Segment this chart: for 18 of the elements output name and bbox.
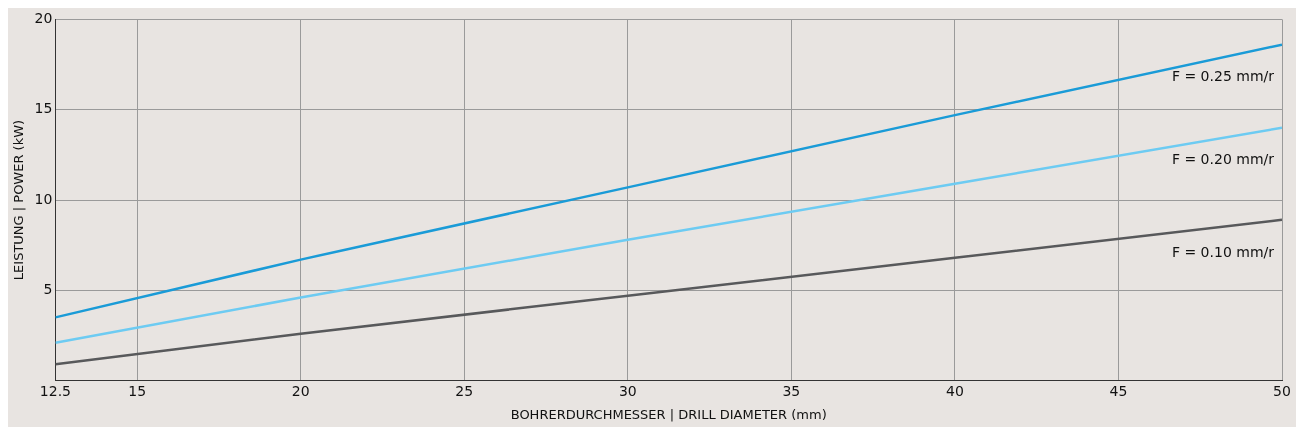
x-tick-label: 15 <box>128 382 147 399</box>
x-tick-label: 45 <box>1109 382 1128 399</box>
x-tick-label: 25 <box>455 382 474 399</box>
x-tick-label: 35 <box>782 382 801 399</box>
x-tick-label: 40 <box>946 382 964 399</box>
x-tick-label: 12.5 <box>39 382 71 399</box>
x-tick-label: 20 <box>291 382 310 399</box>
x-axis-title: BOHRERDURCHMESSER | DRILL DIAMETER (mm) <box>510 406 827 422</box>
series-label: F = 0.10 mm/r <box>1171 243 1275 260</box>
y-tick-label: 15 <box>34 100 53 117</box>
x-tick-label: 30 <box>618 382 637 399</box>
x-tick-label: 50 <box>1273 382 1291 399</box>
series-label: F = 0.20 mm/r <box>1171 151 1275 168</box>
y-axis-title: LEISTUNG | POWER (kW) <box>11 119 27 281</box>
y-tick-label: 10 <box>34 190 53 207</box>
y-tick-label: 5 <box>43 280 53 297</box>
series-label: F = 0.25 mm/r <box>1171 68 1275 85</box>
y-tick-label: 20 <box>34 10 53 27</box>
